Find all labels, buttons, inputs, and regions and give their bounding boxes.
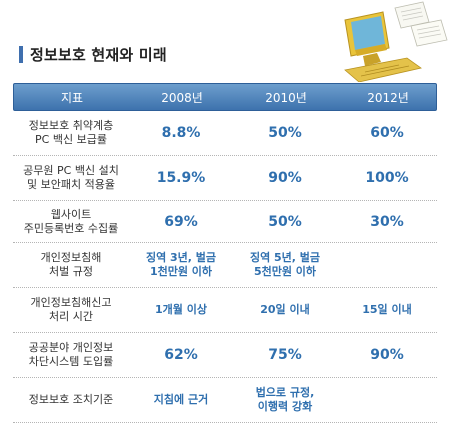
row-label-line: 공공분야 개인정보	[28, 341, 114, 354]
row-label-line: 웹사이트	[50, 207, 92, 221]
cell-2008: 1개월 이상	[129, 303, 233, 317]
row-label-line: 처벌 규정	[49, 265, 93, 278]
row-label: 웹사이트 주민등록번호 수집률	[13, 208, 129, 236]
row-label-line: PC 백신 보급률	[35, 133, 107, 146]
cell-value-line: 50%	[268, 125, 302, 141]
cell-2010: 75%	[233, 347, 337, 363]
cell-value-line: 8.8%	[161, 125, 201, 141]
cell-value-line: 30%	[370, 213, 404, 230]
cell-2008: 15.9%	[129, 170, 233, 186]
row-label-line: 정보보호 취약계층	[28, 119, 114, 132]
header-2008: 2008년	[161, 90, 203, 105]
cell-2010: 50%	[233, 125, 337, 141]
cell-2012: 30%	[337, 214, 437, 230]
cell-value-line: 5천만원 이하	[253, 265, 317, 278]
header-2010: 2010년	[265, 90, 307, 105]
row-label-line: 개인정보침해신고	[30, 296, 112, 309]
page-title: 정보보호 현재와 미래	[30, 46, 167, 64]
cell-value-line: 90%	[268, 170, 302, 186]
cell-value-line: 징역 3년, 벌금	[145, 251, 217, 264]
cell-2010: 징역 5년, 벌금 5천만원 이하	[233, 251, 337, 279]
cell-2008: 69%	[129, 214, 233, 230]
cell-value-line: 1천만원 이하	[149, 265, 213, 278]
row-label: 개인정보침해신고 처리 시간	[13, 296, 129, 324]
table-row: 개인정보침해신고 처리 시간 1개월 이상 20일 이내 15일 이내	[13, 288, 437, 333]
cell-value-line: 지침에 근거	[153, 393, 209, 406]
cell-value-line: 69%	[164, 213, 198, 230]
table-row: 공공분야 개인정보 차단시스템 도입률 62% 75% 90%	[13, 333, 437, 378]
cell-2008: 8.8%	[129, 125, 233, 141]
cell-2010: 90%	[233, 170, 337, 186]
table-body: 정보보호 취약계층 PC 백신 보급률 8.8% 50% 60% 공무원 PC 백신 설치…	[13, 111, 437, 423]
header-indicator: 지표	[60, 90, 84, 105]
header-2012: 2012년	[367, 90, 409, 105]
cell-value-line: 1개월 이상	[155, 303, 207, 316]
cell-2008: 지침에 근거	[129, 393, 233, 407]
row-label-line: 정보보호 조치기준	[28, 393, 114, 406]
row-label: 공공분야 개인정보 차단시스템 도입률	[13, 341, 129, 369]
table-row: 정보보호 조치기준 지침에 근거 법으로 규정, 이행력 강화	[13, 378, 437, 423]
table-row: 웹사이트 주민등록번호 수집률 69% 50% 30%	[13, 201, 437, 243]
row-label: 개인정보침해 처벌 규정	[13, 251, 129, 279]
row-label-line: 차단시스템 도입률	[28, 355, 114, 368]
cell-value-line: 90%	[370, 347, 404, 363]
cell-value-line: 15.9%	[156, 170, 206, 186]
title-area: 정보보호 현재와 미래	[19, 44, 167, 65]
cell-2010: 20일 이내	[233, 303, 337, 317]
cell-value-line: 62%	[164, 347, 198, 363]
cell-value-line: 60%	[370, 125, 404, 141]
table-row: 정보보호 취약계층 PC 백신 보급률 8.8% 50% 60%	[13, 111, 437, 156]
cell-value-line: 이행력 강화	[257, 400, 313, 413]
cell-value-line: 징역 5년, 벌금	[249, 251, 321, 264]
cell-2012: 15일 이내	[337, 303, 437, 317]
row-label: 정보보호 조치기준	[13, 393, 129, 407]
row-label-line: 주민등록번호 수집률	[23, 221, 119, 235]
cell-value-line: 50%	[268, 213, 302, 230]
cell-2012: 60%	[337, 125, 437, 141]
row-label-line: 개인정보침해	[40, 251, 102, 264]
row-label-line: 및 보안패치 적용율	[27, 178, 115, 191]
title-bar-marker	[19, 46, 23, 63]
table-header: 지표 2008년 2010년 2012년	[13, 83, 437, 111]
row-label-line: 처리 시간	[49, 310, 93, 323]
info-security-table: 지표 2008년 2010년 2012년 정보보호 취약계층 PC 백신 보급률 8…	[13, 83, 437, 423]
cell-2008: 징역 3년, 벌금 1천만원 이하	[129, 251, 233, 279]
table-row: 공무원 PC 백신 설치 및 보안패치 적용율 15.9% 90% 100%	[13, 156, 437, 201]
row-label-line: 공무원 PC 백신 설치	[23, 164, 119, 177]
cell-2012: 100%	[337, 170, 437, 186]
cell-2012: 90%	[337, 347, 437, 363]
row-label: 공무원 PC 백신 설치 및 보안패치 적용율	[13, 164, 129, 192]
table-row: 개인정보침해 처벌 규정 징역 3년, 벌금 1천만원 이하 징역 5년, 벌금 5천만원…	[13, 243, 437, 288]
cell-value-line: 법으로 규정,	[255, 386, 315, 399]
cell-value-line: 15일 이내	[362, 303, 412, 316]
cell-2008: 62%	[129, 347, 233, 363]
computer-with-documents-icon	[344, 1, 448, 82]
cell-value-line: 20일 이내	[260, 303, 310, 316]
cell-2010: 법으로 규정, 이행력 강화	[233, 386, 337, 414]
cell-2010: 50%	[233, 214, 337, 230]
cell-value-line: 100%	[365, 170, 409, 186]
row-label: 정보보호 취약계층 PC 백신 보급률	[13, 119, 129, 147]
cell-value-line: 75%	[268, 347, 302, 363]
